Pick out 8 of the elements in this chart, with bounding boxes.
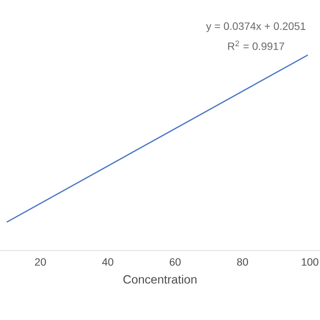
text: y = 0.0374x + 0.2051: [206, 22, 306, 32]
x-tick-label: 20: [35, 258, 46, 266]
x-tick-label: 60: [170, 258, 181, 266]
x-tick-label: 100: [302, 258, 318, 266]
x-axis-title: Concentration: [123, 274, 196, 284]
x-tick-label: 80: [237, 258, 248, 266]
text: R$^{2}$ = 0.9917: [228, 40, 284, 50]
x-tick-label: 40: [102, 258, 114, 266]
